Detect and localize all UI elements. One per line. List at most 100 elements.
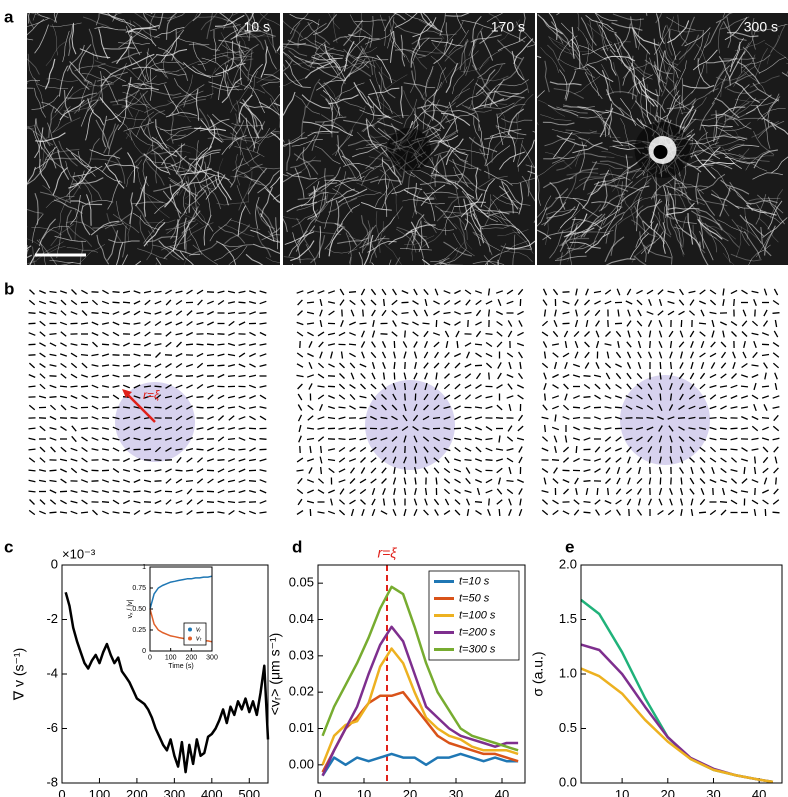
- filament: [126, 86, 133, 118]
- director: [543, 372, 547, 380]
- director: [413, 341, 418, 348]
- director: [133, 490, 141, 493]
- director: [709, 394, 717, 400]
- filament: [548, 13, 558, 40]
- director: [317, 416, 325, 420]
- filament: [739, 214, 764, 237]
- filament: [45, 41, 66, 66]
- filament: [537, 207, 548, 227]
- filament: [614, 33, 633, 61]
- director: [433, 457, 440, 463]
- director: [228, 509, 235, 516]
- director: [59, 458, 68, 462]
- legend-label: t=50 s: [459, 592, 490, 604]
- filament: [452, 158, 469, 188]
- director: [564, 393, 568, 401]
- filament: [307, 191, 340, 195]
- director: [595, 362, 600, 369]
- filament: [499, 240, 529, 254]
- filament: [469, 202, 481, 233]
- filament: [283, 45, 308, 57]
- filament: [434, 155, 440, 187]
- filament: [605, 217, 623, 244]
- filament: [68, 167, 92, 189]
- director: [733, 298, 735, 307]
- filament: [542, 18, 564, 44]
- director: [751, 499, 759, 505]
- director: [28, 457, 36, 463]
- filament: [620, 98, 637, 126]
- aster-hole: [653, 145, 668, 159]
- director: [627, 309, 631, 317]
- director: [175, 425, 183, 432]
- director: [348, 343, 357, 346]
- filament: [234, 81, 266, 94]
- filament: [484, 194, 492, 226]
- filament: [616, 23, 631, 53]
- director: [154, 363, 162, 368]
- filament: [505, 240, 535, 250]
- filament: [235, 113, 247, 144]
- director: [517, 479, 524, 483]
- filament: [507, 132, 516, 163]
- filament: [116, 35, 133, 65]
- filament: [761, 93, 780, 121]
- director: [217, 447, 225, 452]
- director: [101, 416, 110, 420]
- filament: [301, 106, 306, 138]
- director: [648, 330, 652, 338]
- director: [658, 435, 663, 443]
- director: [144, 320, 151, 327]
- filament: [371, 58, 381, 90]
- director: [635, 426, 644, 431]
- director: [423, 509, 429, 516]
- filament: [466, 193, 489, 218]
- filament: [461, 190, 476, 220]
- director: [207, 300, 214, 305]
- director: [338, 394, 346, 400]
- director: [360, 341, 366, 348]
- director: [553, 435, 558, 443]
- filament: [389, 37, 410, 63]
- director: [238, 343, 246, 346]
- filament: [681, 16, 695, 47]
- director: [453, 468, 462, 473]
- filament: [332, 28, 363, 43]
- filament: [598, 211, 625, 231]
- filament: [135, 111, 155, 138]
- director: [688, 405, 696, 410]
- director: [122, 490, 131, 493]
- director: [584, 299, 590, 306]
- director: [562, 510, 570, 515]
- filament: [229, 158, 244, 188]
- director: [381, 456, 387, 464]
- director: [133, 331, 141, 337]
- filament: [143, 222, 166, 247]
- filament: [589, 19, 594, 52]
- director: [144, 331, 151, 337]
- filament: [166, 127, 196, 142]
- director: [133, 353, 141, 357]
- director: [165, 478, 172, 484]
- filament: [667, 20, 690, 44]
- filament: [713, 143, 745, 154]
- director: [585, 487, 589, 496]
- filament: [183, 189, 207, 214]
- filament: [336, 82, 365, 98]
- director: [38, 479, 47, 483]
- filament: [695, 172, 700, 205]
- legend-marker: [188, 627, 192, 632]
- filament: [549, 181, 566, 210]
- filament: [419, 181, 452, 186]
- director: [112, 394, 120, 400]
- director: [573, 437, 580, 441]
- filament: [410, 229, 425, 259]
- filament: [627, 59, 653, 80]
- filament: [497, 19, 520, 43]
- x-tick-label: 10: [615, 787, 629, 797]
- filament: [483, 204, 511, 222]
- director: [573, 330, 580, 338]
- director: [359, 395, 367, 399]
- filament: [150, 150, 183, 155]
- director: [648, 477, 652, 485]
